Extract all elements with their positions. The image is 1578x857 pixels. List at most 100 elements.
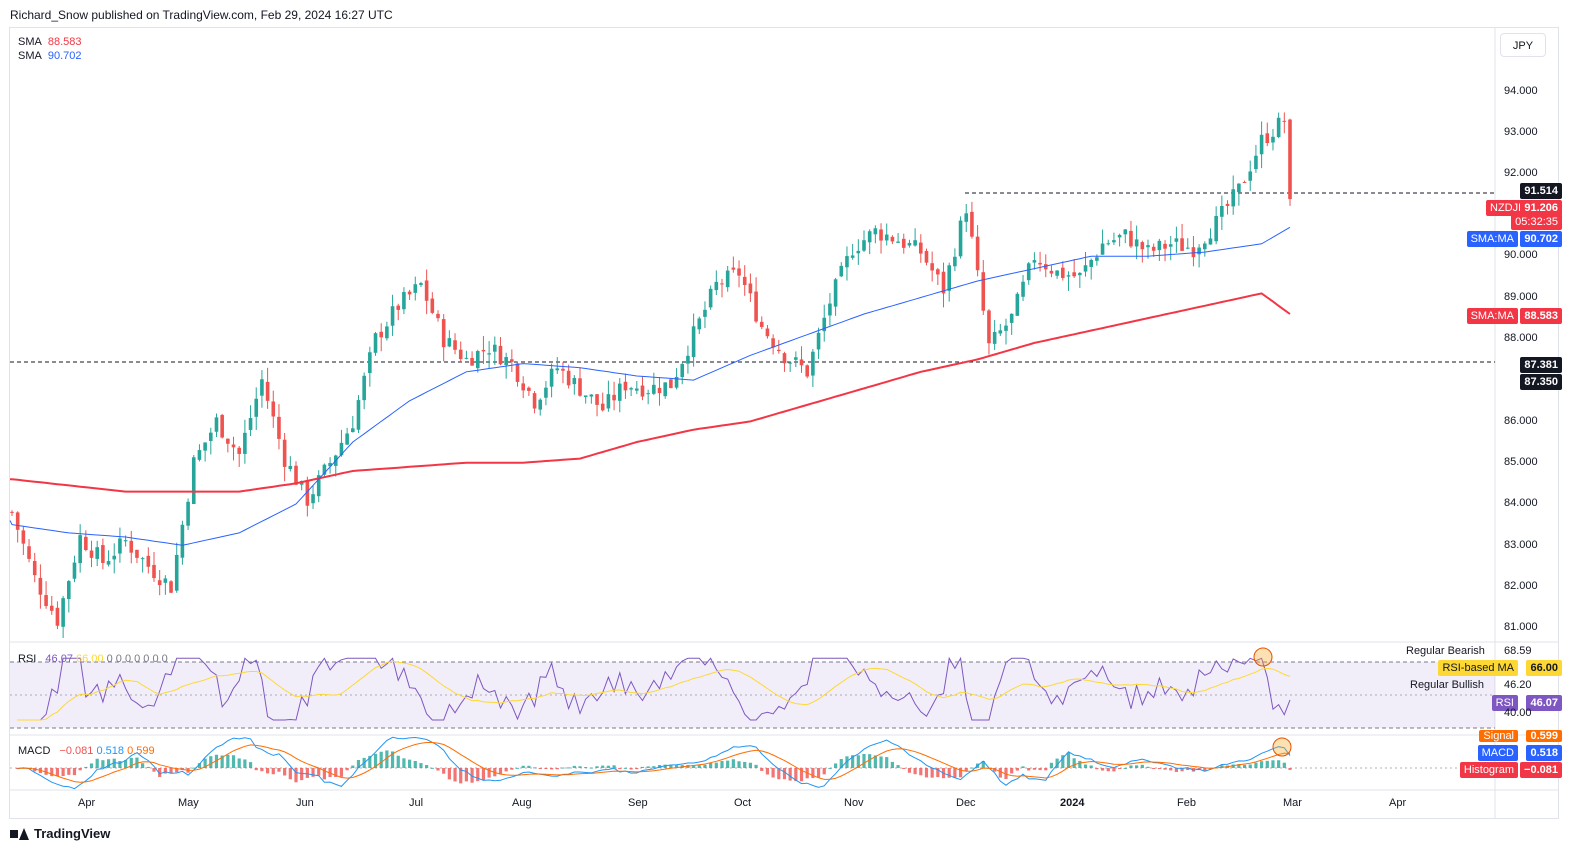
candle-body [748,283,753,294]
y-tick: 88.000 [1504,332,1538,344]
histogram-bar [902,768,906,769]
y-tick: 85.000 [1504,456,1538,468]
candle-body [458,349,463,360]
histogram-bar [771,768,775,778]
candle-body [953,256,957,267]
histogram-bar [106,759,111,768]
histogram-bar [129,757,133,768]
candle-body [248,418,253,430]
candle-body [975,236,980,271]
histogram-bar [663,764,667,768]
histogram-bar [419,763,423,768]
candle-body [368,352,372,374]
sma-200-legend-row[interactable]: SMA 88.583 [18,35,82,49]
candle-body [936,269,940,275]
candle-body [1276,117,1281,138]
macd-tag-value[interactable]: 0.518 [1526,745,1562,761]
support-price-tag-1[interactable]: 87.381 [1520,357,1562,373]
candle-body [759,321,764,327]
histogram-bar [101,760,105,768]
candle-body [845,256,849,268]
resistance-price-tag[interactable]: 91.514 [1520,183,1562,199]
rsi-legend[interactable]: RSI 46.07 66.00 0 0 0 0 0 0 0 [18,652,168,666]
histogram-bar [248,762,253,768]
x-tick: Dec [956,797,976,809]
histogram-bar [822,768,826,775]
candle-body [1112,240,1116,243]
rsi-legend-name: RSI [18,653,37,665]
last-price-tag[interactable]: 91.206 [1520,200,1562,216]
rsi-tag-value[interactable]: 46.07 [1526,695,1562,711]
chart-frame[interactable] [9,27,1559,819]
candle-body [1015,293,1020,316]
sma-50-legend-row[interactable]: SMA 90.702 [18,49,82,63]
sma-legend[interactable]: SMA 88.583 SMA 90.702 [18,35,82,63]
histogram-bar [748,762,752,768]
rsi-ma-tag-value[interactable]: 66.00 [1526,660,1562,676]
candle-body [1004,325,1008,331]
histogram-bar [413,760,417,768]
histogram-bar [851,755,855,768]
regular-bullish-label: Regular Bullish [1410,679,1484,691]
candle-body [771,338,775,348]
candle-body [1174,238,1179,242]
histogram-bar [584,767,588,769]
macd-legend[interactable]: MACD −0.081 0.518 0.599 [18,744,155,758]
candle-body [731,267,736,270]
candle-body [1123,229,1128,235]
candle-body [316,475,321,497]
candle-body [1009,313,1014,323]
histogram-bar [430,767,434,769]
x-tick-year: 2024 [1060,797,1085,809]
candle-body [464,357,469,359]
signal-tag-value[interactable]: 0.599 [1526,730,1562,742]
candle-body [657,387,662,394]
currency-button[interactable]: JPY [1500,33,1546,57]
histogram-bar [192,767,196,769]
histogram-bar [277,768,281,772]
support-price-tag-2[interactable]: 87.350 [1520,374,1562,390]
histogram-bar [1169,768,1173,771]
histogram-bar [1112,768,1116,772]
histogram-bar [67,768,71,775]
candle-body [322,464,327,475]
histogram-tag-value[interactable]: −0.081 [1520,762,1562,778]
candle-body [140,558,145,560]
histogram-bar [328,768,332,778]
candle-body [901,238,906,248]
histogram-bar [220,755,224,768]
histogram-bar [33,768,37,772]
histogram-bar [743,761,747,768]
tradingview-branding[interactable]: TradingView [10,826,110,841]
y-tick: 82.000 [1504,580,1538,592]
candle-body [686,355,690,364]
candle-body [84,536,88,550]
candle-body [1214,215,1218,242]
histogram-bar [1072,758,1076,768]
histogram-bar [260,768,264,772]
candle-body [924,250,929,263]
macd-legend-hist: −0.081 [59,745,94,757]
x-tick: Sep [628,797,648,809]
candle-body [27,546,31,559]
sma-200-tag-label: SMA:MA [1466,308,1518,324]
histogram-bar [470,768,474,783]
histogram-bar [1038,768,1042,771]
y-tick: 83.000 [1504,539,1538,551]
candle-body [373,333,378,353]
sma-200-tag-value[interactable]: 88.583 [1520,308,1562,324]
candle-body [549,368,554,387]
histogram-bar [726,760,730,768]
histogram-bar [856,755,860,768]
candle-body [521,383,525,391]
histogram-bar [652,766,656,768]
histogram-bar [601,765,605,768]
macd-line [17,736,1291,790]
candle-body [424,280,429,301]
sma-50-tag-value[interactable]: 90.702 [1520,231,1562,247]
candle-body [243,432,247,454]
candle-body [697,318,702,330]
histogram-bar [862,753,866,768]
candle-body [1237,183,1241,193]
